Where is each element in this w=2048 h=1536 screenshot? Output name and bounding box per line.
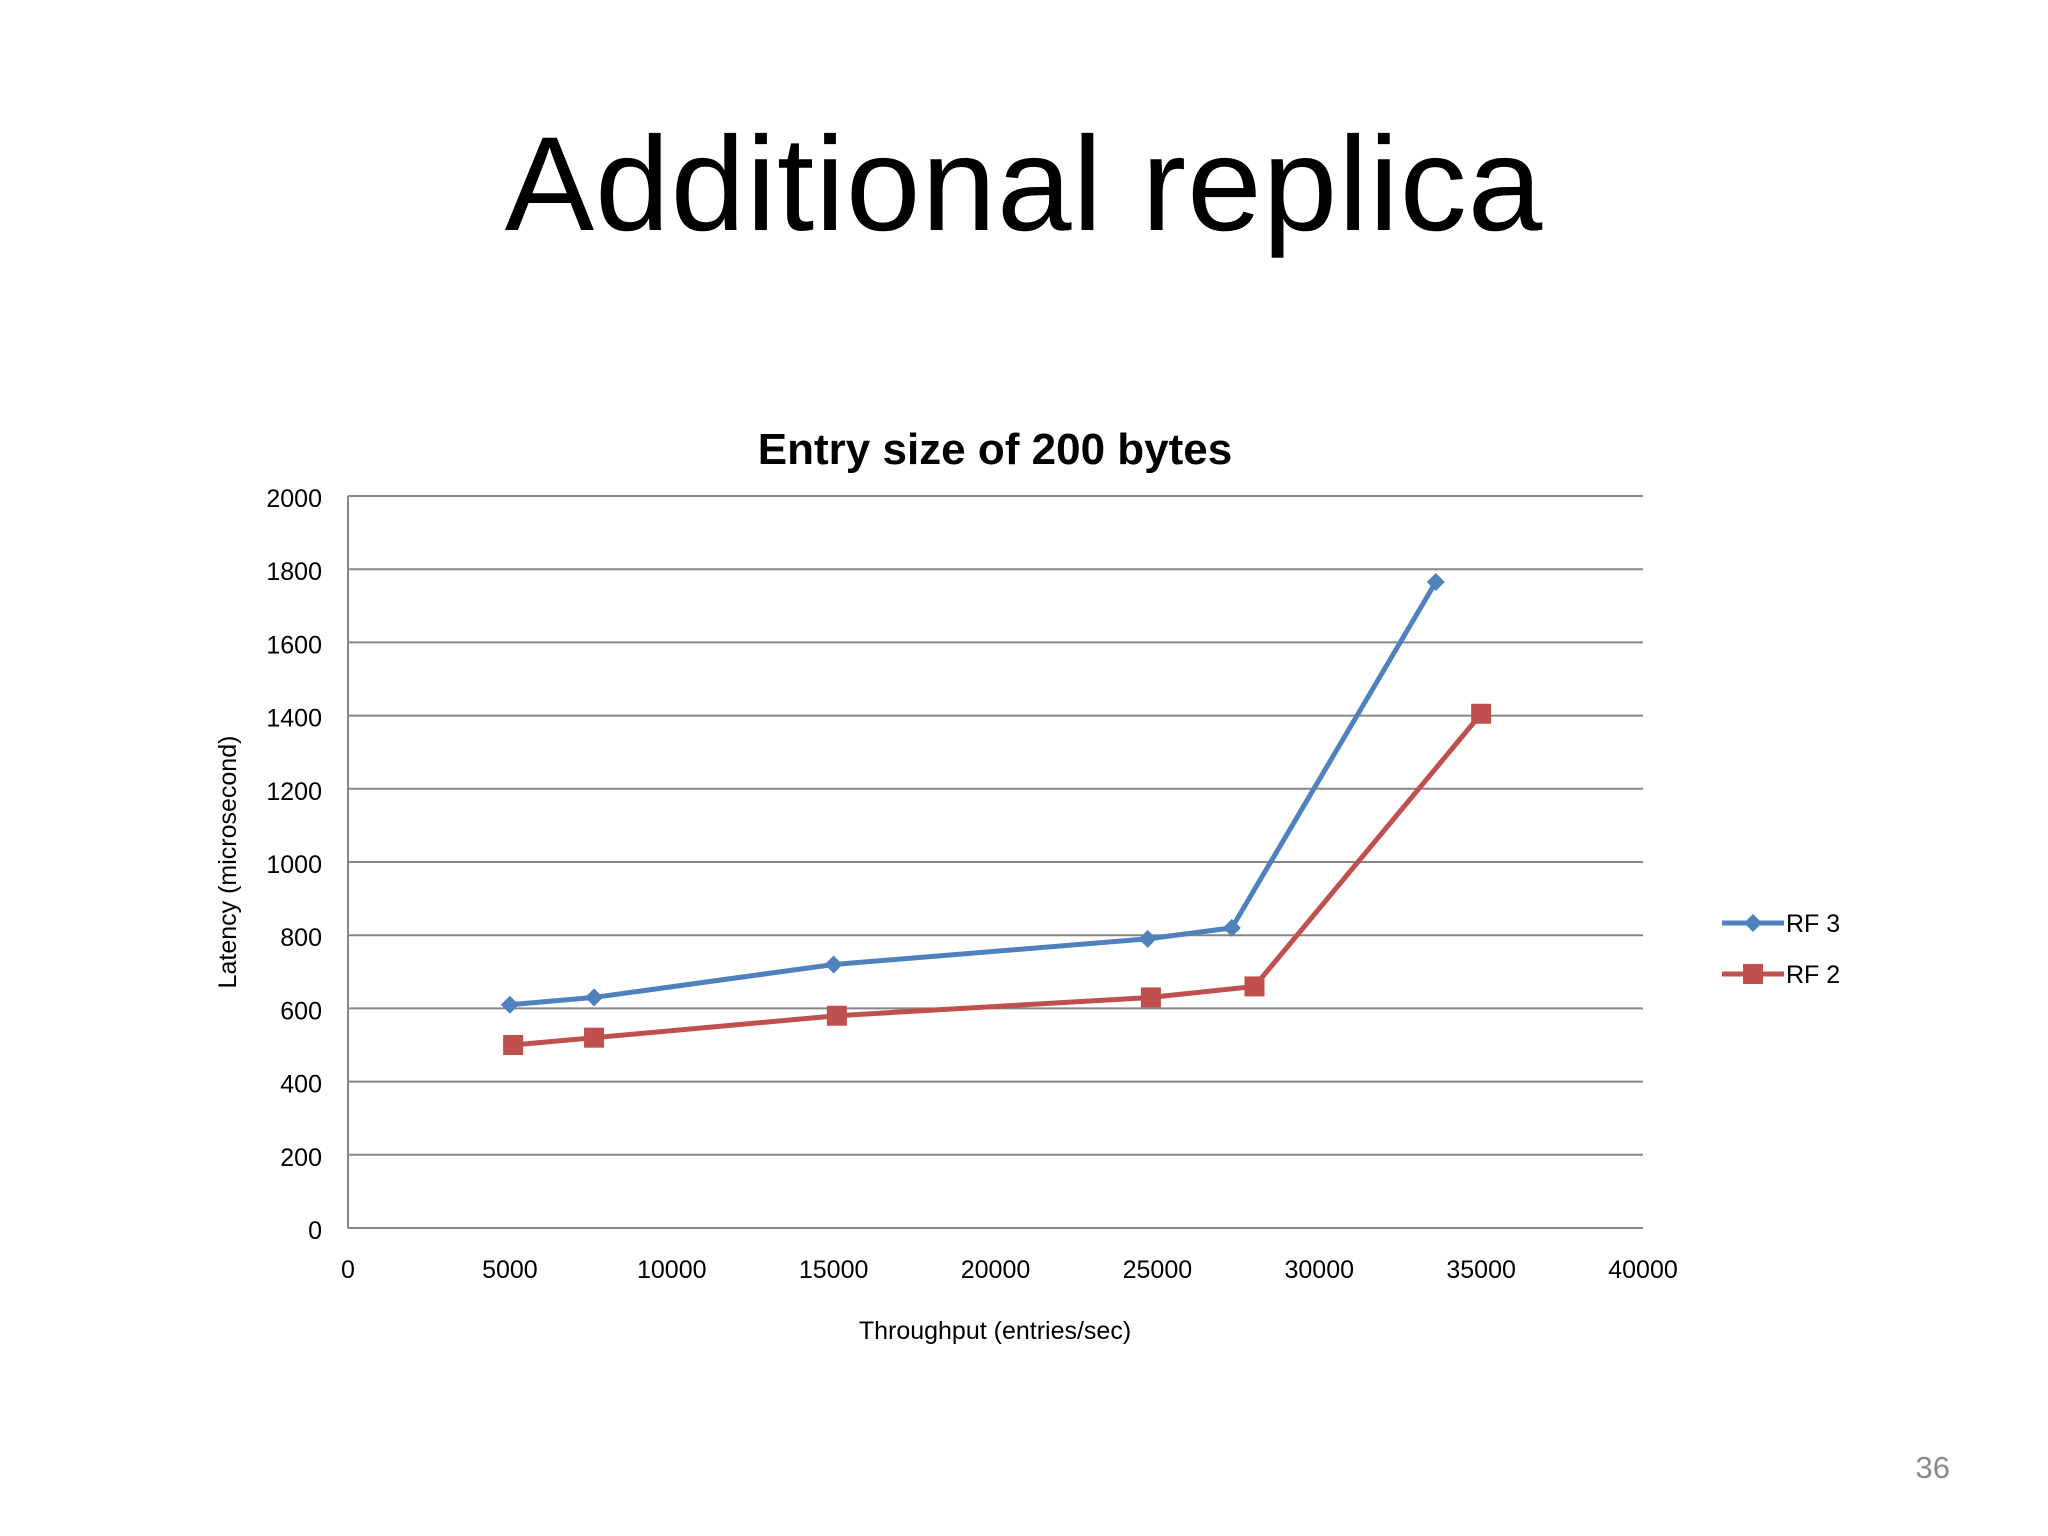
y-tick-label: 800 [280, 924, 322, 952]
data-point-rf-2 [1244, 976, 1265, 997]
y-tick-label: 1000 [266, 851, 322, 879]
legend-marker-rf-3 [1744, 914, 1762, 932]
legend-marker-rf-2 [1743, 964, 1763, 984]
y-tick-label: 1400 [266, 705, 322, 733]
y-tick-label: 0 [308, 1217, 322, 1245]
x-tick-label: 40000 [1608, 1256, 1678, 1284]
legend-label-rf-3: RF 3 [1786, 910, 1840, 938]
x-tick-label: 10000 [637, 1256, 707, 1284]
x-tick-label: 15000 [799, 1256, 869, 1284]
series-rf-3 [500, 573, 1445, 1014]
y-tick-label: 600 [280, 997, 322, 1025]
series-rf-2 [503, 703, 1492, 1055]
data-point-rf-2 [826, 1005, 847, 1026]
x-tick-label: 20000 [961, 1256, 1031, 1284]
x-tick-label: 30000 [1284, 1256, 1354, 1284]
series-line-rf-3 [509, 580, 1438, 1008]
data-point-rf-2 [1471, 703, 1492, 724]
data-point-rf-3 [824, 955, 843, 974]
x-axis-label: Throughput (entries/sec) [859, 1317, 1131, 1345]
y-axis-label: Latency (microsecond) [214, 736, 242, 989]
x-tick-label: 0 [341, 1256, 355, 1284]
y-tick-label: 400 [280, 1071, 322, 1099]
y-tick-label: 200 [280, 1144, 322, 1172]
data-point-rf-3 [585, 988, 604, 1007]
x-tick-label: 35000 [1446, 1256, 1516, 1284]
page-number: 36 [1915, 1450, 1950, 1485]
legend-label-rf-2: RF 2 [1786, 961, 1840, 989]
x-tick-label: 25000 [1123, 1256, 1193, 1284]
data-point-rf-3 [1426, 573, 1445, 592]
series-line-rf-2 [512, 712, 1484, 1048]
data-point-rf-3 [1138, 929, 1157, 948]
data-point-rf-2 [503, 1035, 524, 1055]
legend-item-rf-2: RF 2 [1722, 961, 1840, 989]
y-tick-label: 2000 [266, 485, 322, 513]
gridlines [348, 495, 1643, 1156]
data-point-rf-3 [1222, 918, 1241, 937]
data-point-rf-2 [584, 1027, 605, 1048]
data-point-rf-3 [500, 995, 519, 1014]
chart-title: Entry size of 200 bytes [758, 425, 1232, 474]
y-tick-label: 1200 [266, 778, 322, 806]
data-point-rf-2 [1140, 987, 1161, 1008]
legend-item-rf-3: RF 3 [1722, 910, 1840, 938]
y-tick-label: 1800 [266, 558, 322, 586]
slide-title: Additional replica [504, 110, 1544, 259]
y-tick-label: 1600 [266, 631, 322, 659]
x-tick-label: 5000 [482, 1256, 538, 1284]
